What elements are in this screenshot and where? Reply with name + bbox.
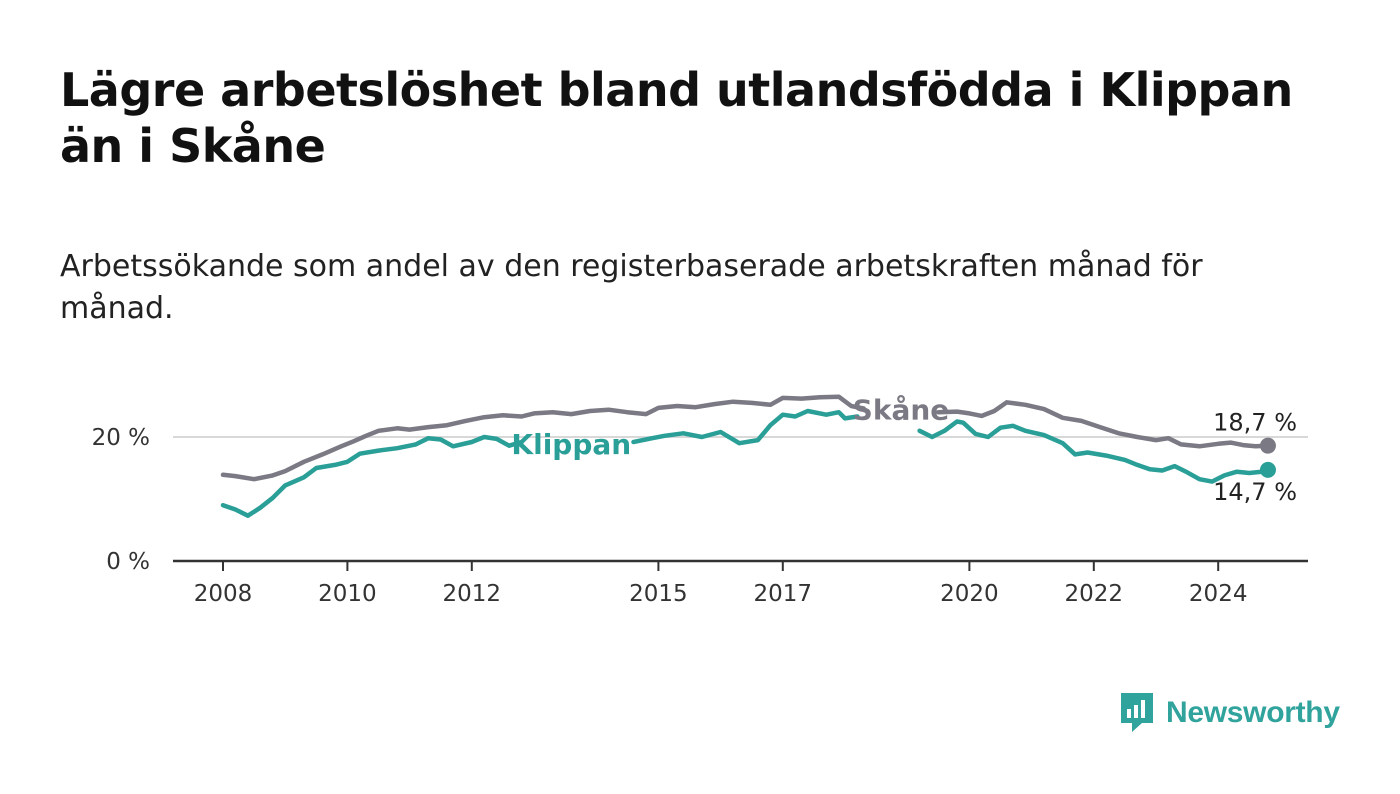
series-line-skåne-0 <box>220 394 866 482</box>
y-tick-label-1: 20 % <box>92 425 150 451</box>
series-annotation-klippan: Klippan <box>511 428 631 461</box>
x-tick-label-3: 2015 <box>629 581 688 607</box>
series-line-klippan-2 <box>917 419 1271 484</box>
end-point-skåne <box>1259 437 1276 454</box>
line-chart: 0 % 20 % 2008 2010 2012 2015 2017 2020 2022 2024 1… <box>92 394 1308 607</box>
y-tick-label-0: 0 % <box>106 549 150 575</box>
newsworthy-logo-icon <box>1121 693 1153 732</box>
x-tick-label-2: 2012 <box>443 581 502 607</box>
x-tick-label-0: 2008 <box>194 581 253 607</box>
end-value-label-klippan: 14,7 % <box>1213 478 1297 506</box>
brand-name: Newsworthy <box>1166 696 1340 729</box>
end-value-label-skane: 18,7 % <box>1213 409 1297 437</box>
series-annotation-skåne: Skåne <box>853 394 950 427</box>
x-tick-label-4: 2017 <box>754 581 813 607</box>
x-tick-label-1: 2010 <box>318 581 377 607</box>
series-line-klippan-0 <box>220 434 524 518</box>
x-tick-label-7: 2024 <box>1189 581 1248 607</box>
x-tick-label-6: 2022 <box>1065 581 1124 607</box>
series-line-skåne-1 <box>936 400 1271 449</box>
x-tick-label-5: 2020 <box>940 581 999 607</box>
chart-title: Lägre arbetslöshet bland utlandsfödda i … <box>60 63 1293 173</box>
brand-logo: Newsworthy <box>1118 690 1340 736</box>
series-line-klippan-1 <box>631 408 860 446</box>
chart-subtitle: Arbetssökande som andel av den registerb… <box>60 249 1203 326</box>
end-point-klippan <box>1259 461 1276 478</box>
